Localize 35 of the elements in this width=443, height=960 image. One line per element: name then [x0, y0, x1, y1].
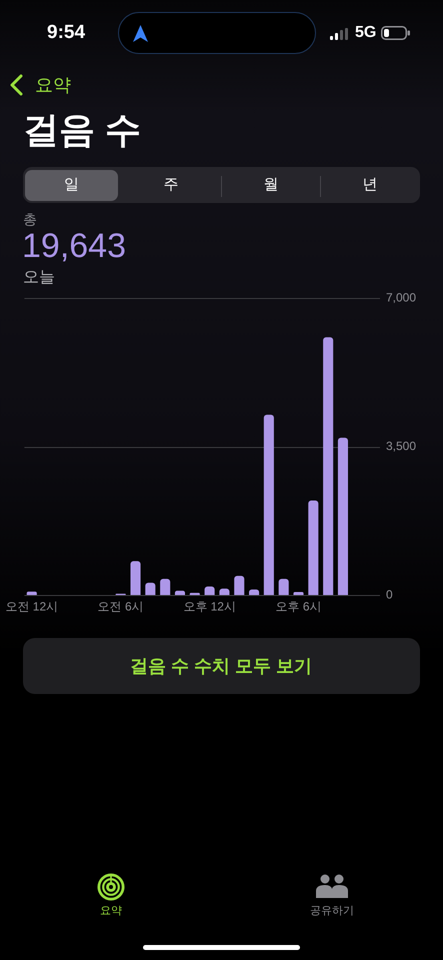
y-tick-label: 0: [386, 587, 393, 602]
text: 19,643: [22, 227, 126, 265]
button[interactable]: [23, 638, 420, 694]
text: 월: [264, 176, 278, 193]
bar: [130, 561, 141, 595]
bar: [160, 578, 170, 595]
x-tick-label: 오후 12시: [183, 600, 236, 614]
text: 5G: [355, 24, 376, 41]
y-tick-label: 7,000: [386, 290, 416, 305]
bar: [145, 582, 156, 595]
x-tick-label: 오후 6시: [276, 600, 322, 614]
x-tick-label: 오전 6시: [98, 600, 144, 614]
bar: [338, 438, 348, 595]
text: 요약: [35, 75, 71, 95]
bar: [293, 592, 304, 595]
bar: [278, 578, 289, 595]
chart-title: 걸음 수: [23, 109, 142, 150]
x-tick-label: 오전 12시: [5, 600, 58, 614]
y-tick-label: 3,500: [386, 438, 416, 453]
selected-segment[interactable]: [25, 170, 118, 201]
bar: [204, 586, 215, 595]
bar: [234, 576, 244, 595]
text: 주: [164, 176, 178, 193]
text: 공유하기: [310, 905, 354, 917]
bar: [26, 592, 37, 595]
text: 9:54: [47, 22, 86, 43]
text: 일: [64, 176, 79, 193]
text: 요약: [100, 905, 122, 917]
text: 총: [23, 211, 37, 227]
text: 오늘: [23, 269, 55, 286]
bar: [323, 337, 334, 595]
text: 년: [362, 176, 378, 193]
bar: [308, 500, 318, 595]
text: 걸음 수 수치 모두 보기: [130, 656, 312, 676]
bar: [264, 414, 274, 595]
